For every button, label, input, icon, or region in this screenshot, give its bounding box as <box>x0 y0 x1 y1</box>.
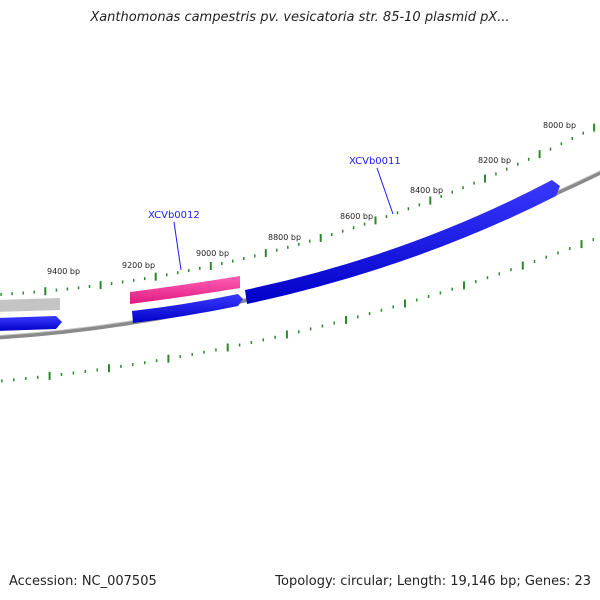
gene-xcvb0012[interactable] <box>130 276 240 304</box>
tick-label-8200: 8200 bp <box>478 156 511 165</box>
outer-tick-ring <box>0 123 596 296</box>
tick-label-9200: 9200 bp <box>122 261 155 270</box>
inner-tick-ring <box>1 238 595 383</box>
gene-grey-left <box>0 298 60 312</box>
plasmid-backbone <box>0 170 600 340</box>
plasmid-backbone-highlight <box>0 170 600 336</box>
gene-label-xcvb0011[interactable]: XCVb0011 <box>349 156 401 167</box>
tick-label-8400: 8400 bp <box>410 186 443 195</box>
accession-label: Accession: NC_007505 <box>9 574 157 589</box>
tick-label-9000: 9000 bp <box>196 249 229 258</box>
gene-left-blue <box>0 316 62 331</box>
tick-label-9400: 9400 bp <box>47 267 80 276</box>
gene-blue-middle[interactable] <box>132 294 243 323</box>
tick-label-8600: 8600 bp <box>340 212 373 221</box>
gene-xcvb0011[interactable] <box>245 180 560 304</box>
gene-label-xcvb0012[interactable]: XCVb0012 <box>148 210 200 221</box>
callout-line-xcvb0011 <box>376 167 394 215</box>
topology-summary: Topology: circular; Length: 19,146 bp; G… <box>275 574 591 589</box>
callout-line-xcvb0012 <box>173 221 182 271</box>
tick-label-8800: 8800 bp <box>268 233 301 242</box>
map-title: Xanthomonas campestris pv. vesicatoria s… <box>90 10 510 25</box>
tick-label-8000: 8000 bp <box>543 121 576 130</box>
